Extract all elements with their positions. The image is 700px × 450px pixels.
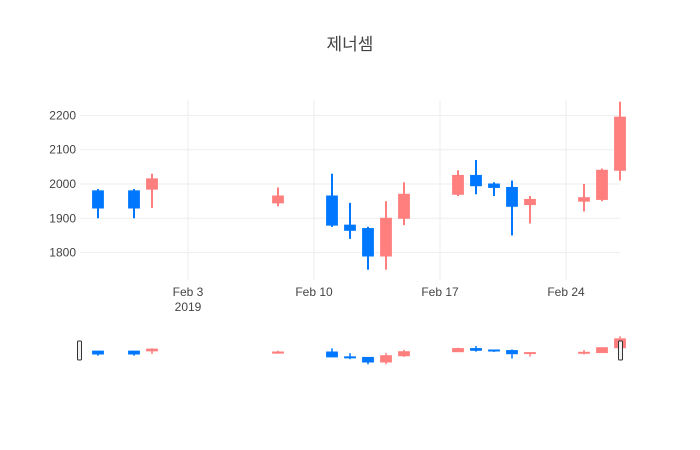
mini-candle-body (524, 352, 536, 355)
mini-candle (488, 349, 500, 352)
chart-title: 제너셈 (327, 35, 374, 55)
candle-body (524, 198, 536, 206)
candle (326, 173, 338, 227)
mini-candle (596, 347, 608, 354)
mini-candle-body (272, 351, 284, 354)
y-tick-label: 1800 (49, 246, 76, 260)
mini-candle (362, 356, 374, 365)
mini-candle-body (128, 350, 140, 355)
x-tick-sublabel: 2019 (175, 300, 202, 314)
mini-candle (128, 350, 140, 356)
mini-candle (146, 348, 158, 354)
mini-candle-body (326, 351, 338, 358)
range-slider[interactable] (77, 336, 626, 366)
candle (524, 196, 536, 224)
candle (272, 187, 284, 207)
mini-candle-body (470, 348, 482, 351)
mini-candle (344, 353, 356, 360)
range-slider-right-handle[interactable] (618, 340, 623, 361)
mini-candle (578, 350, 590, 355)
mini-candle (470, 346, 482, 352)
candle-body (128, 190, 140, 209)
mini-candle (506, 349, 518, 359)
mini-candle-body (488, 349, 500, 352)
mini-candle-body (578, 351, 590, 354)
x-tick-label: Feb 24 (547, 285, 585, 299)
candle-body (398, 193, 410, 219)
mini-candle (398, 349, 410, 357)
candle (380, 201, 392, 270)
mini-candle (326, 348, 338, 358)
mini-candle-body (344, 356, 356, 359)
y-tick-label: 2100 (49, 143, 76, 157)
candle-body (146, 178, 158, 190)
mini-candle-body (596, 347, 608, 354)
candle (344, 202, 356, 239)
y-tick-label: 1900 (49, 211, 76, 225)
mini-candle-body (398, 351, 410, 357)
mini-candle-body (92, 350, 104, 355)
candle (596, 168, 608, 202)
candle-body (344, 224, 356, 231)
candle-body (362, 228, 374, 257)
mini-candle-body (506, 350, 518, 355)
range-slider-background[interactable] (80, 336, 620, 366)
candle-body (92, 190, 104, 209)
mini-candle-body (380, 355, 392, 363)
candle-body (470, 174, 482, 187)
candle-body (506, 186, 518, 207)
range-slider-left-handle[interactable] (77, 340, 82, 361)
candle (488, 182, 500, 196)
candle (506, 180, 518, 236)
mini-candle (452, 347, 464, 353)
mini-candle (272, 350, 284, 354)
candle-body (326, 195, 338, 226)
candle-body (488, 183, 500, 188)
candle (614, 101, 626, 181)
candle (146, 173, 158, 208)
candle-body (272, 195, 284, 204)
x-tick-label: Feb 17 (421, 285, 459, 299)
mini-candle-body (146, 348, 158, 352)
candle (128, 189, 140, 219)
candle (398, 182, 410, 226)
mini-candle (380, 352, 392, 365)
candle (578, 184, 590, 212)
mini-candle-body (362, 356, 374, 363)
mini-candle (92, 350, 104, 356)
y-tick-label: 2000 (49, 177, 76, 191)
candle (362, 226, 374, 270)
candle-body (596, 169, 608, 200)
y-axis: 1800 1900 2000 2100 2200 (49, 108, 76, 259)
mini-candle-body (452, 348, 464, 353)
x-grid (187, 100, 567, 280)
x-tick-label: Feb 3 (173, 285, 204, 299)
candle-body (452, 174, 464, 195)
x-tick-label: Feb 10 (295, 285, 333, 299)
candles (92, 101, 626, 270)
candle (452, 170, 464, 196)
mini-candle (524, 352, 536, 357)
candle-body (380, 217, 392, 257)
candle-body (578, 197, 590, 202)
candle (470, 160, 482, 195)
y-tick-label: 2200 (49, 108, 76, 122)
candle (92, 189, 104, 219)
candle-body (614, 116, 626, 171)
